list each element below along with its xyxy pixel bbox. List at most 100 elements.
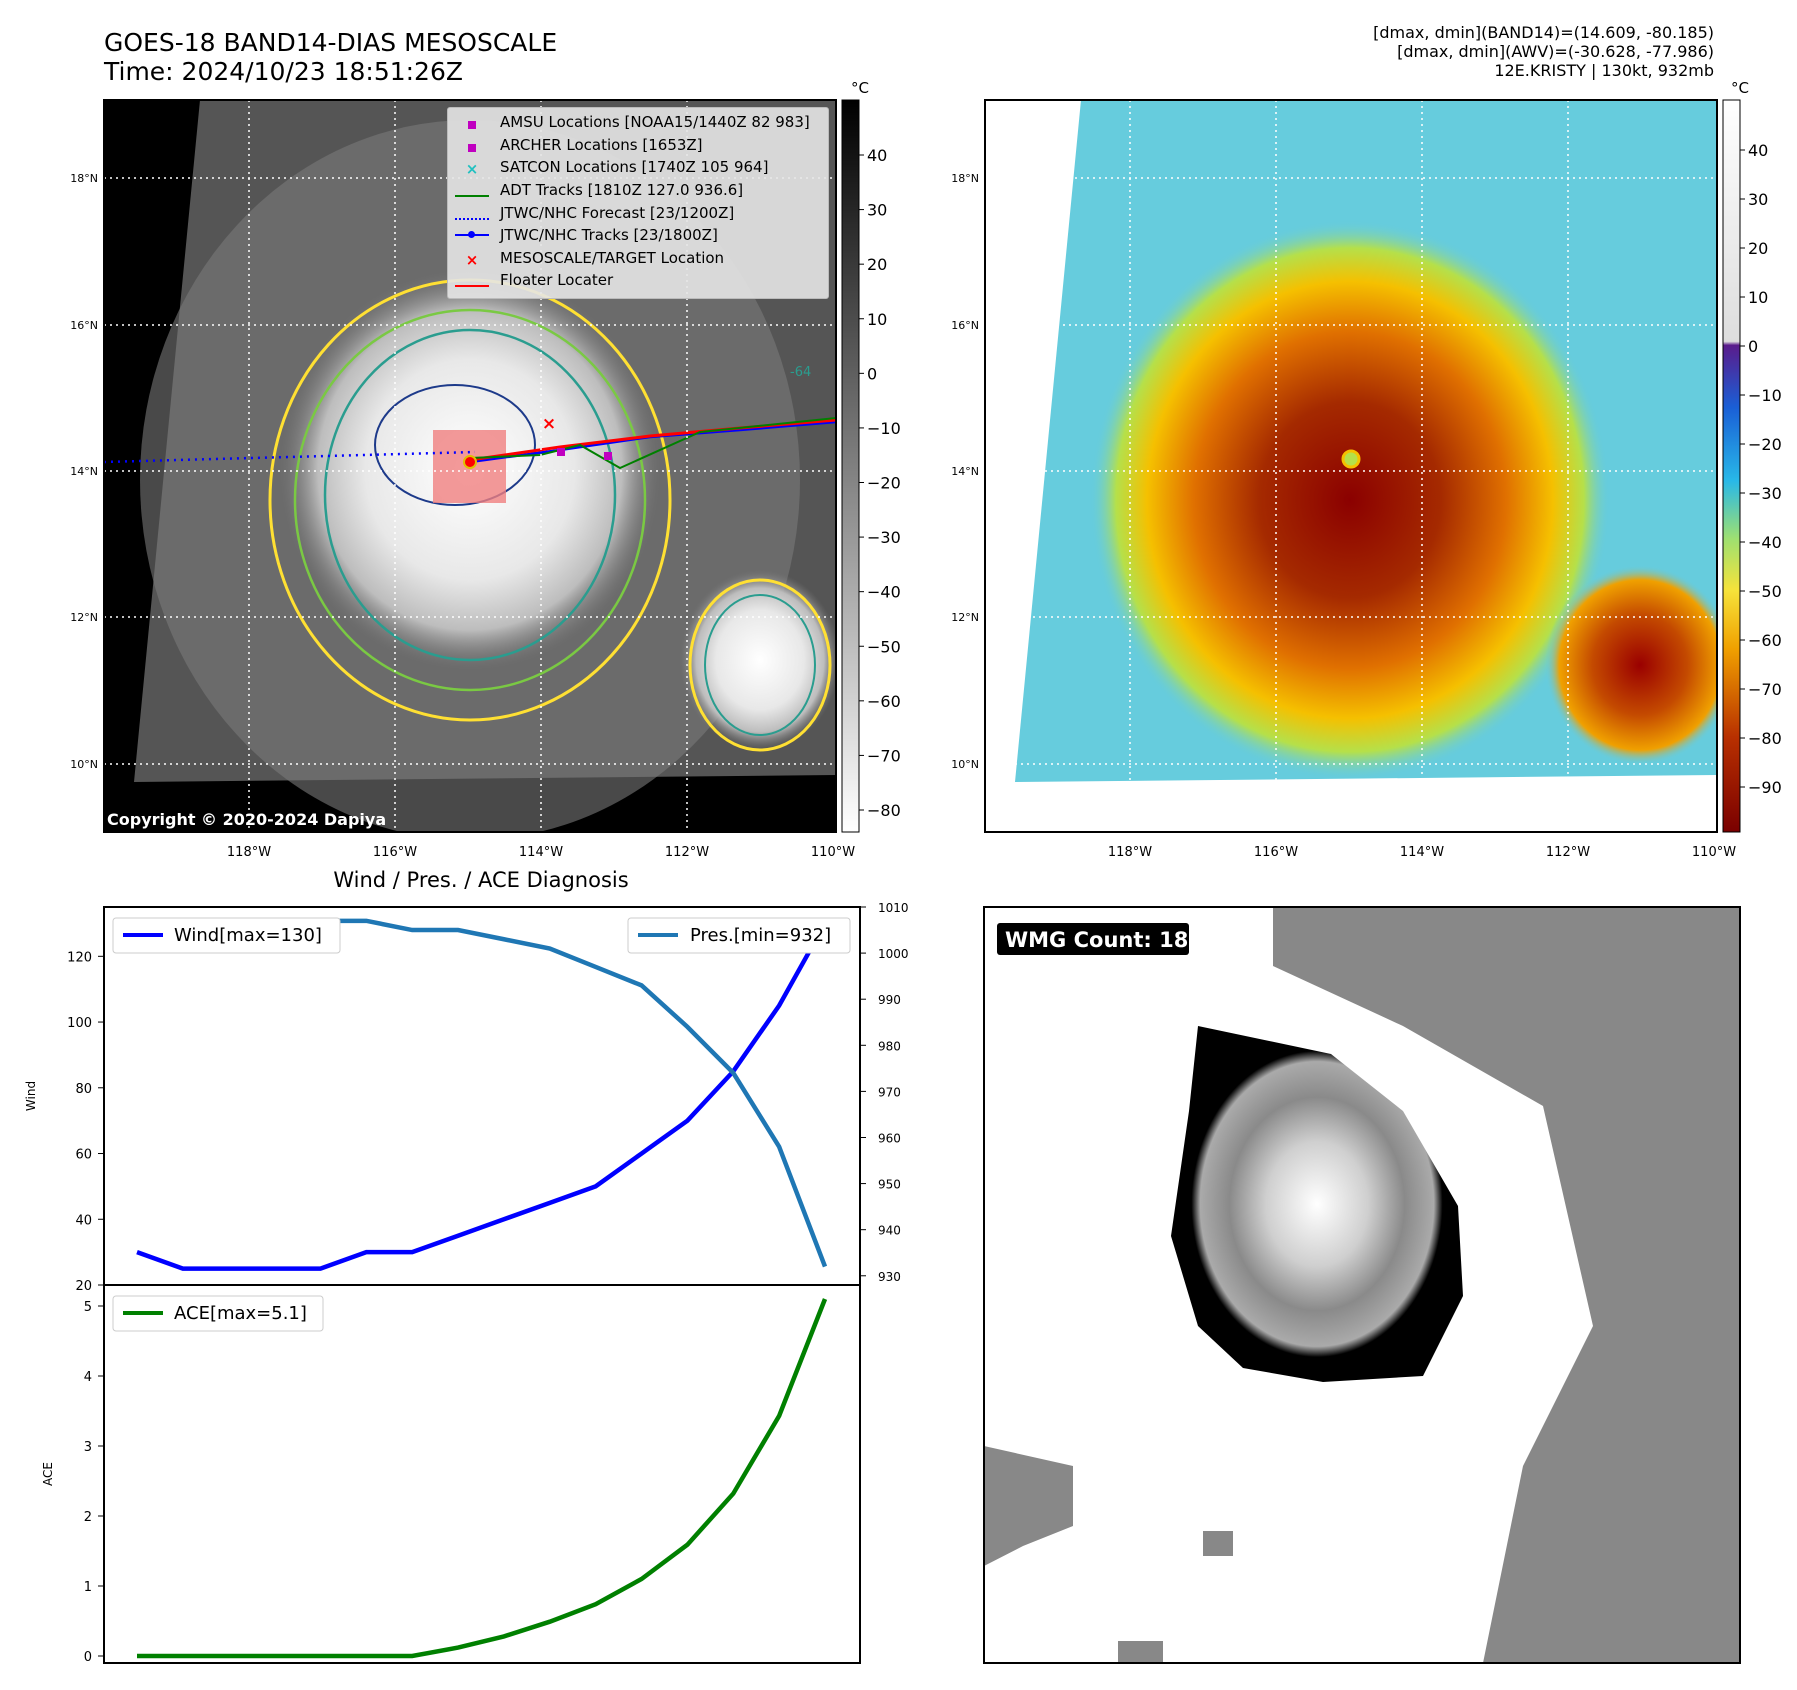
colorbar-tick-label: −20 xyxy=(1748,435,1782,454)
longitude-label: 116°W xyxy=(1254,845,1298,860)
title-line-2: Time: 2024/10/23 18:51:26Z xyxy=(104,57,463,86)
legend-label: ADT Tracks [1810Z 127.0 936.6] xyxy=(500,181,744,200)
chart-title: GOES-18 BAND14-DIAS MESOSCALE Time: 2024… xyxy=(104,28,557,86)
legend-label: SATCON Locations [1740Z 105 964] xyxy=(500,158,769,177)
pressure-axis-tick-label: 980 xyxy=(878,1039,901,1053)
adt-track xyxy=(469,417,836,470)
longitude-label: 114°W xyxy=(519,845,563,860)
latitude-label: 12°N xyxy=(951,611,979,624)
pressure-axis-tick-label: 960 xyxy=(878,1131,901,1145)
longitude-label: 110°W xyxy=(1692,845,1736,860)
colorbar-tick-label: 40 xyxy=(867,146,887,165)
legend-entry: × SATCON Locations [1740Z 105 964] xyxy=(454,156,828,179)
diagnosis-chart: Wind / Pres. / ACE Diagnosis 20406080100… xyxy=(24,868,909,1665)
pressure-axis-tick-label: 940 xyxy=(878,1224,901,1238)
latitude-labels: 18°N 16°N 14°N 12°N 10°N 18°N 16°N 14°N 12°N 10°N xyxy=(70,172,979,771)
legend-entry: JTWC/NHC Forecast [23/1200Z] xyxy=(454,201,828,224)
colorbar-tick-label: −50 xyxy=(1748,582,1782,601)
pressure-axis-tick-label: 930 xyxy=(878,1270,901,1284)
longitude-label: 118°W xyxy=(227,845,271,860)
latitude-label: 14°N xyxy=(951,465,979,478)
ir-colorbar-unit: °C xyxy=(851,79,869,97)
wmg-count-badge: WMG Count: 18 xyxy=(1005,928,1188,952)
colorbar-tick-label: −70 xyxy=(1748,680,1782,699)
latitude-label: 12°N xyxy=(70,611,98,624)
legend-entry: Floater Locater xyxy=(454,269,828,292)
colorbar-tick-label: −80 xyxy=(1748,729,1782,748)
colorbar-tick-label: −80 xyxy=(867,801,900,820)
colorbar-tick-label: 0 xyxy=(1748,337,1758,356)
latitude-label: 16°N xyxy=(951,319,979,332)
ace-legend-label: ACE[max=5.1] xyxy=(174,1303,307,1324)
wind-axis-tick-label: 120 xyxy=(67,950,92,965)
wind-pressure-plot: 20 40 60 80 100 120 930 940 950 960 970 980 990 1000 1… xyxy=(24,901,909,1294)
pressure-axis-tick-label: 1000 xyxy=(878,947,909,961)
latitude-label: 16°N xyxy=(70,319,98,332)
wind-legend xyxy=(112,917,341,954)
latitude-label: 14°N xyxy=(70,465,98,478)
latitude-label: 10°N xyxy=(70,758,98,771)
colorbar-tick-label: −30 xyxy=(1748,484,1782,503)
pressure-series-line xyxy=(137,918,828,1268)
legend-label: AMSU Locations [NOAA15/1440Z 82 983] xyxy=(500,113,810,132)
legend-marker xyxy=(454,183,490,198)
ir-colorbar-ticks: 40 30 20 10 0 −10 −20 −30 −40 −50 −60 −70 −80 xyxy=(859,146,900,820)
ir-colorbar xyxy=(841,99,860,833)
ace-axis-tick-label: 3 xyxy=(84,1440,92,1455)
longitude-label: 114°W xyxy=(1400,845,1444,860)
awv-colorbar-unit: °C xyxy=(1731,79,1749,97)
ace-axis-tick-label: 4 xyxy=(84,1370,92,1385)
wind-axis-tick-label: 100 xyxy=(67,1016,92,1031)
legend-entry: ADT Tracks [1810Z 127.0 936.6] xyxy=(454,179,828,202)
wind-axis-tick-label: 40 xyxy=(75,1213,92,1228)
legend-marker xyxy=(454,206,490,220)
legend-label: Floater Locater xyxy=(500,271,614,290)
colorbar-tick-label: −40 xyxy=(1748,533,1782,552)
pressure-axis-tick-label: 950 xyxy=(878,1178,901,1192)
legend-marker xyxy=(454,228,490,242)
colorbar-tick-label: −10 xyxy=(1748,386,1782,405)
contour-label: -64 xyxy=(790,365,811,380)
wind-axis-tick-label: 20 xyxy=(75,1279,92,1294)
pressure-legend xyxy=(627,917,851,954)
info-line-1: [dmax, dmin](BAND14)=(14.609, -80.185) xyxy=(1373,23,1714,42)
awv-gridlines xyxy=(985,100,1717,832)
info-line-2: [dmax, dmin](AWV)=(-30.628, -77.986) xyxy=(1397,42,1714,61)
title-line-1: GOES-18 BAND14-DIAS MESOSCALE xyxy=(104,28,558,57)
legend-entry: AMSU Locations [NOAA15/1440Z 82 983] xyxy=(454,111,828,134)
diagnosis-title: Wind / Pres. / ACE Diagnosis xyxy=(333,868,628,892)
colorbar-tick-label: 20 xyxy=(867,255,887,274)
legend-label: MESOSCALE/TARGET Location xyxy=(500,248,725,267)
colorbar-tick-label: 30 xyxy=(1748,190,1768,209)
ace-frame xyxy=(103,1284,861,1664)
ace-series-line xyxy=(137,1298,828,1659)
legend-label: JTWC/NHC Forecast [23/1200Z] xyxy=(500,203,735,222)
wmg-panel: WMG Count: 18 xyxy=(983,906,1741,1664)
longitude-label: 116°W xyxy=(373,845,417,860)
longitude-label: 118°W xyxy=(1108,845,1152,860)
colorbar-tick-label: −90 xyxy=(1748,778,1782,797)
ace-plot: 0 1 2 3 4 5 ACE ACE[max=5.1] xyxy=(41,1284,861,1665)
legend-marker: × xyxy=(465,250,479,269)
ace-axis-label: ACE xyxy=(41,1462,55,1486)
legend-marker: × xyxy=(465,160,479,179)
colorbar-tick-label: −70 xyxy=(867,746,900,765)
latitude-label: 18°N xyxy=(70,172,98,185)
latitude-label: 18°N xyxy=(951,172,979,185)
colorbar-tick-label: −50 xyxy=(867,637,900,656)
longitude-label: 112°W xyxy=(1546,845,1590,860)
legend-entry: × MESOSCALE/TARGET Location xyxy=(454,247,828,270)
pressure-legend-label: Pres.[min=932] xyxy=(690,925,831,946)
ace-axis-tick-label: 1 xyxy=(84,1580,92,1595)
colorbar-tick-label: 0 xyxy=(867,364,877,383)
pressure-axis-tick-label: 1010 xyxy=(878,901,909,915)
copyright: Copyright © 2020-2024 Dapiya xyxy=(107,810,387,829)
wind-axis-tick-label: 80 xyxy=(75,1082,92,1097)
colorbar-tick-label: −60 xyxy=(1748,631,1782,650)
awv-colorbar-ticks: 40 30 20 10 0 −10 −20 −30 −40 −50 −60 −70 −80 −90 xyxy=(1740,141,1782,797)
pressure-axis-tick-label: 970 xyxy=(878,1085,901,1099)
ace-axis-tick-label: 0 xyxy=(84,1650,92,1665)
wmg-eye xyxy=(1171,1026,1463,1382)
colorbar-tick-label: 30 xyxy=(867,201,887,220)
longitude-labels: 118°W 116°W 114°W 112°W 110°W 118°W 116°W 114°W… xyxy=(227,845,1736,860)
